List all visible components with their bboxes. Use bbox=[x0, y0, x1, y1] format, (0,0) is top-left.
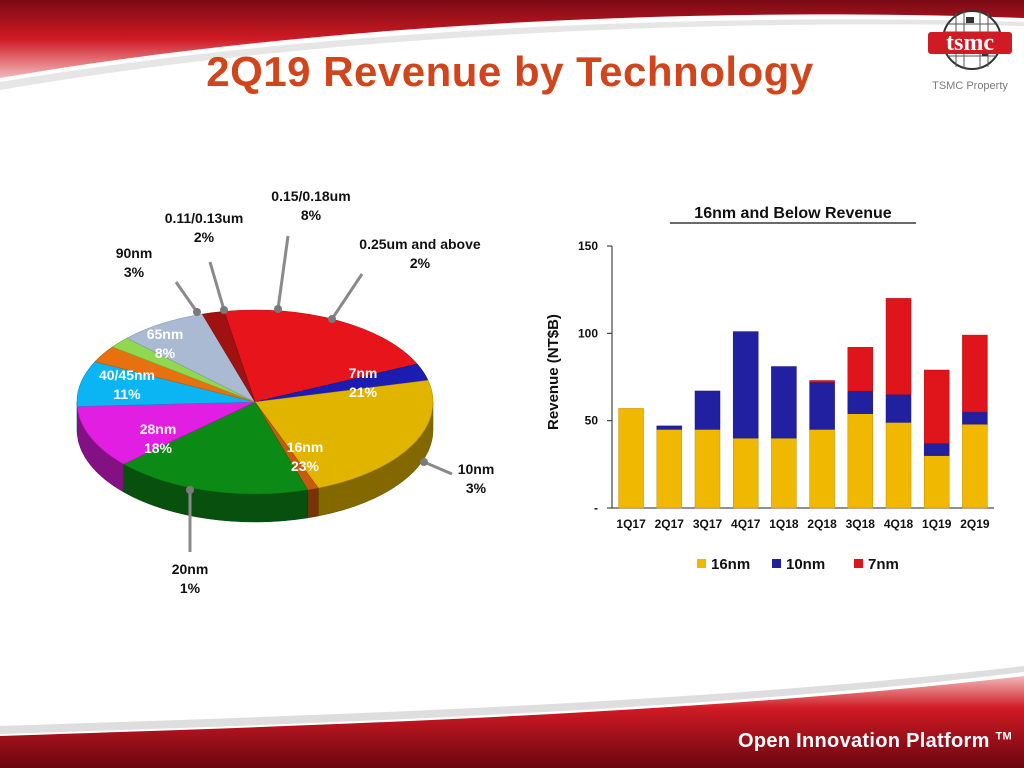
pie-labels: 7nm 21% 16nm 23% 28nm 18% 40/45nm 11% 65nm 8% 10nm… bbox=[99, 188, 494, 596]
pie-slice-7nm bbox=[223, 309, 418, 403]
pie-label-7nm: 7nm 21% bbox=[349, 365, 378, 400]
bar-chart: 16nm and Below Revenue - 50 100 150 Revenue (… bbox=[545, 205, 994, 573]
pie-label-65nm: 65nm 8% bbox=[147, 326, 184, 361]
bar-10nm-1q19 bbox=[923, 443, 950, 456]
pie-label-16nm: 16nm 23% bbox=[287, 439, 324, 474]
pie-leader-dot bbox=[274, 305, 282, 313]
pie-label-0-11-0-13um: 0.11/0.13um 2% bbox=[165, 210, 244, 245]
pie-leader-dot bbox=[420, 458, 428, 466]
pie-leader-line bbox=[276, 235, 290, 310]
x-tick-label: 3Q18 bbox=[846, 517, 876, 531]
bar-10nm-2q19 bbox=[962, 411, 988, 425]
pie-slice-65nm bbox=[76, 361, 256, 407]
legend-swatch-7nm bbox=[854, 559, 863, 568]
bar-10nm-2q18 bbox=[809, 381, 835, 430]
x-tick-label: 1Q18 bbox=[769, 517, 799, 531]
top-banner bbox=[0, 0, 1024, 78]
y-axis-label: Revenue (NT$B) bbox=[545, 314, 562, 430]
bottom-banner-highlight bbox=[0, 666, 1024, 734]
bar-16nm-1q18 bbox=[771, 437, 797, 509]
pie-side-walls bbox=[76, 401, 434, 523]
footer-tagline-text: Open Innovation Platform bbox=[738, 730, 990, 752]
y-tick-label: 50 bbox=[585, 414, 599, 428]
pie-slice-16nm bbox=[254, 380, 434, 489]
x-tick-label: 2Q17 bbox=[655, 517, 685, 531]
bar-10nm-3q17 bbox=[694, 390, 721, 430]
bar-7nm-4q18 bbox=[885, 298, 912, 395]
pie-leader-line bbox=[423, 460, 453, 476]
bar-10nm-4q18 bbox=[885, 394, 912, 423]
pie-chart: 7nm 21% 16nm 23% 28nm 18% 40/45nm 11% 65nm 8% 10nm… bbox=[76, 188, 494, 596]
bar-10nm-1q18 bbox=[771, 366, 797, 439]
legend-swatch-16nm bbox=[697, 559, 706, 568]
bar-10nm-2q17 bbox=[656, 425, 683, 430]
x-tick-label: 3Q17 bbox=[693, 517, 723, 531]
pie-leader-dot bbox=[193, 308, 201, 316]
property-note: TSMC Property bbox=[932, 80, 1008, 92]
bar-7nm-2q18 bbox=[809, 380, 835, 383]
bar-16nm-1q17 bbox=[618, 408, 644, 509]
bar-16nm-4q17 bbox=[732, 437, 759, 509]
pie-leader-dot bbox=[328, 315, 336, 323]
legend-label-10nm: 10nm bbox=[786, 556, 825, 573]
x-tick-label: 2Q19 bbox=[960, 517, 990, 531]
bar-16nm-3q18 bbox=[847, 413, 874, 509]
legend-swatch-10nm bbox=[772, 559, 781, 568]
bar-10nm-4q17 bbox=[732, 331, 759, 439]
bar-16nm-4q18 bbox=[885, 422, 912, 509]
bottom-banner bbox=[0, 676, 1024, 768]
bar-legend: 16nm 10nm 7nm bbox=[697, 556, 899, 573]
pie-side-20nm bbox=[307, 487, 319, 519]
page-title: 2Q19 Revenue by Technology bbox=[206, 48, 814, 95]
y-tick-label: 100 bbox=[578, 326, 598, 340]
top-banner-highlight bbox=[0, 19, 1024, 90]
pie-label-40-45nm: 40/45nm 11% bbox=[99, 367, 155, 402]
legend-label-16nm: 16nm bbox=[711, 556, 750, 573]
pie-slice-40-45nm bbox=[76, 401, 256, 465]
footer-tagline: Open Innovation Platform TM bbox=[738, 730, 1012, 753]
trademark-mark: TM bbox=[995, 730, 1012, 743]
bar-16nm-2q17 bbox=[656, 429, 683, 509]
tsmc-logo-icon: tsmc bbox=[928, 10, 1012, 70]
y-tick-label: - bbox=[594, 501, 598, 515]
pie-leader-line bbox=[208, 261, 226, 311]
pie-label-20nm: 20nm 1% bbox=[172, 561, 209, 596]
x-tick-label: 1Q17 bbox=[616, 517, 646, 531]
pie-leader-dot bbox=[186, 486, 194, 494]
legend-label-7nm: 7nm bbox=[868, 556, 899, 573]
bar-16nm-2q18 bbox=[809, 429, 835, 509]
pie-leader-dot bbox=[220, 306, 228, 314]
x-tick-label: 2Q18 bbox=[807, 517, 837, 531]
y-tick-label: 150 bbox=[578, 239, 598, 253]
svg-text:tsmc: tsmc bbox=[946, 30, 994, 56]
pie-label-0-25um-and-above: 0.25um and above 2% bbox=[359, 236, 481, 271]
bar-7nm-2q19 bbox=[962, 334, 988, 413]
pie-slice-28nm bbox=[122, 401, 309, 495]
bar-7nm-3q18 bbox=[847, 347, 874, 392]
bar-chart-title: 16nm and Below Revenue bbox=[694, 205, 891, 222]
pie-slices bbox=[76, 309, 434, 495]
tsmc-logo: tsmc bbox=[924, 8, 1016, 84]
x-tick-label: 4Q17 bbox=[731, 517, 761, 531]
bar-16nm-2q19 bbox=[962, 423, 988, 509]
pie-label-0-15-0-18um: 0.15/0.18um 8% bbox=[271, 188, 350, 223]
bar-16nm-1q19 bbox=[923, 455, 950, 509]
pie-label-28nm: 28nm 18% bbox=[140, 421, 177, 456]
pie-slice-0-15-0-18um bbox=[126, 313, 256, 403]
bar-10nm-3q18 bbox=[847, 390, 874, 414]
x-tick-label: 1Q19 bbox=[922, 517, 952, 531]
pie-label-90nm: 90nm 3% bbox=[116, 245, 153, 280]
pie-leader-line bbox=[174, 281, 199, 313]
pie-leader-line bbox=[330, 273, 364, 320]
x-tick-label: 4Q18 bbox=[884, 517, 914, 531]
bar-16nm-3q17 bbox=[694, 429, 721, 509]
pie-label-10nm: 10nm 3% bbox=[458, 461, 495, 496]
bar-7nm-1q19 bbox=[923, 369, 950, 444]
